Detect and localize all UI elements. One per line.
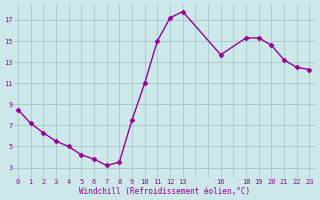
X-axis label: Windchill (Refroidissement éolien,°C): Windchill (Refroidissement éolien,°C) xyxy=(79,187,251,196)
